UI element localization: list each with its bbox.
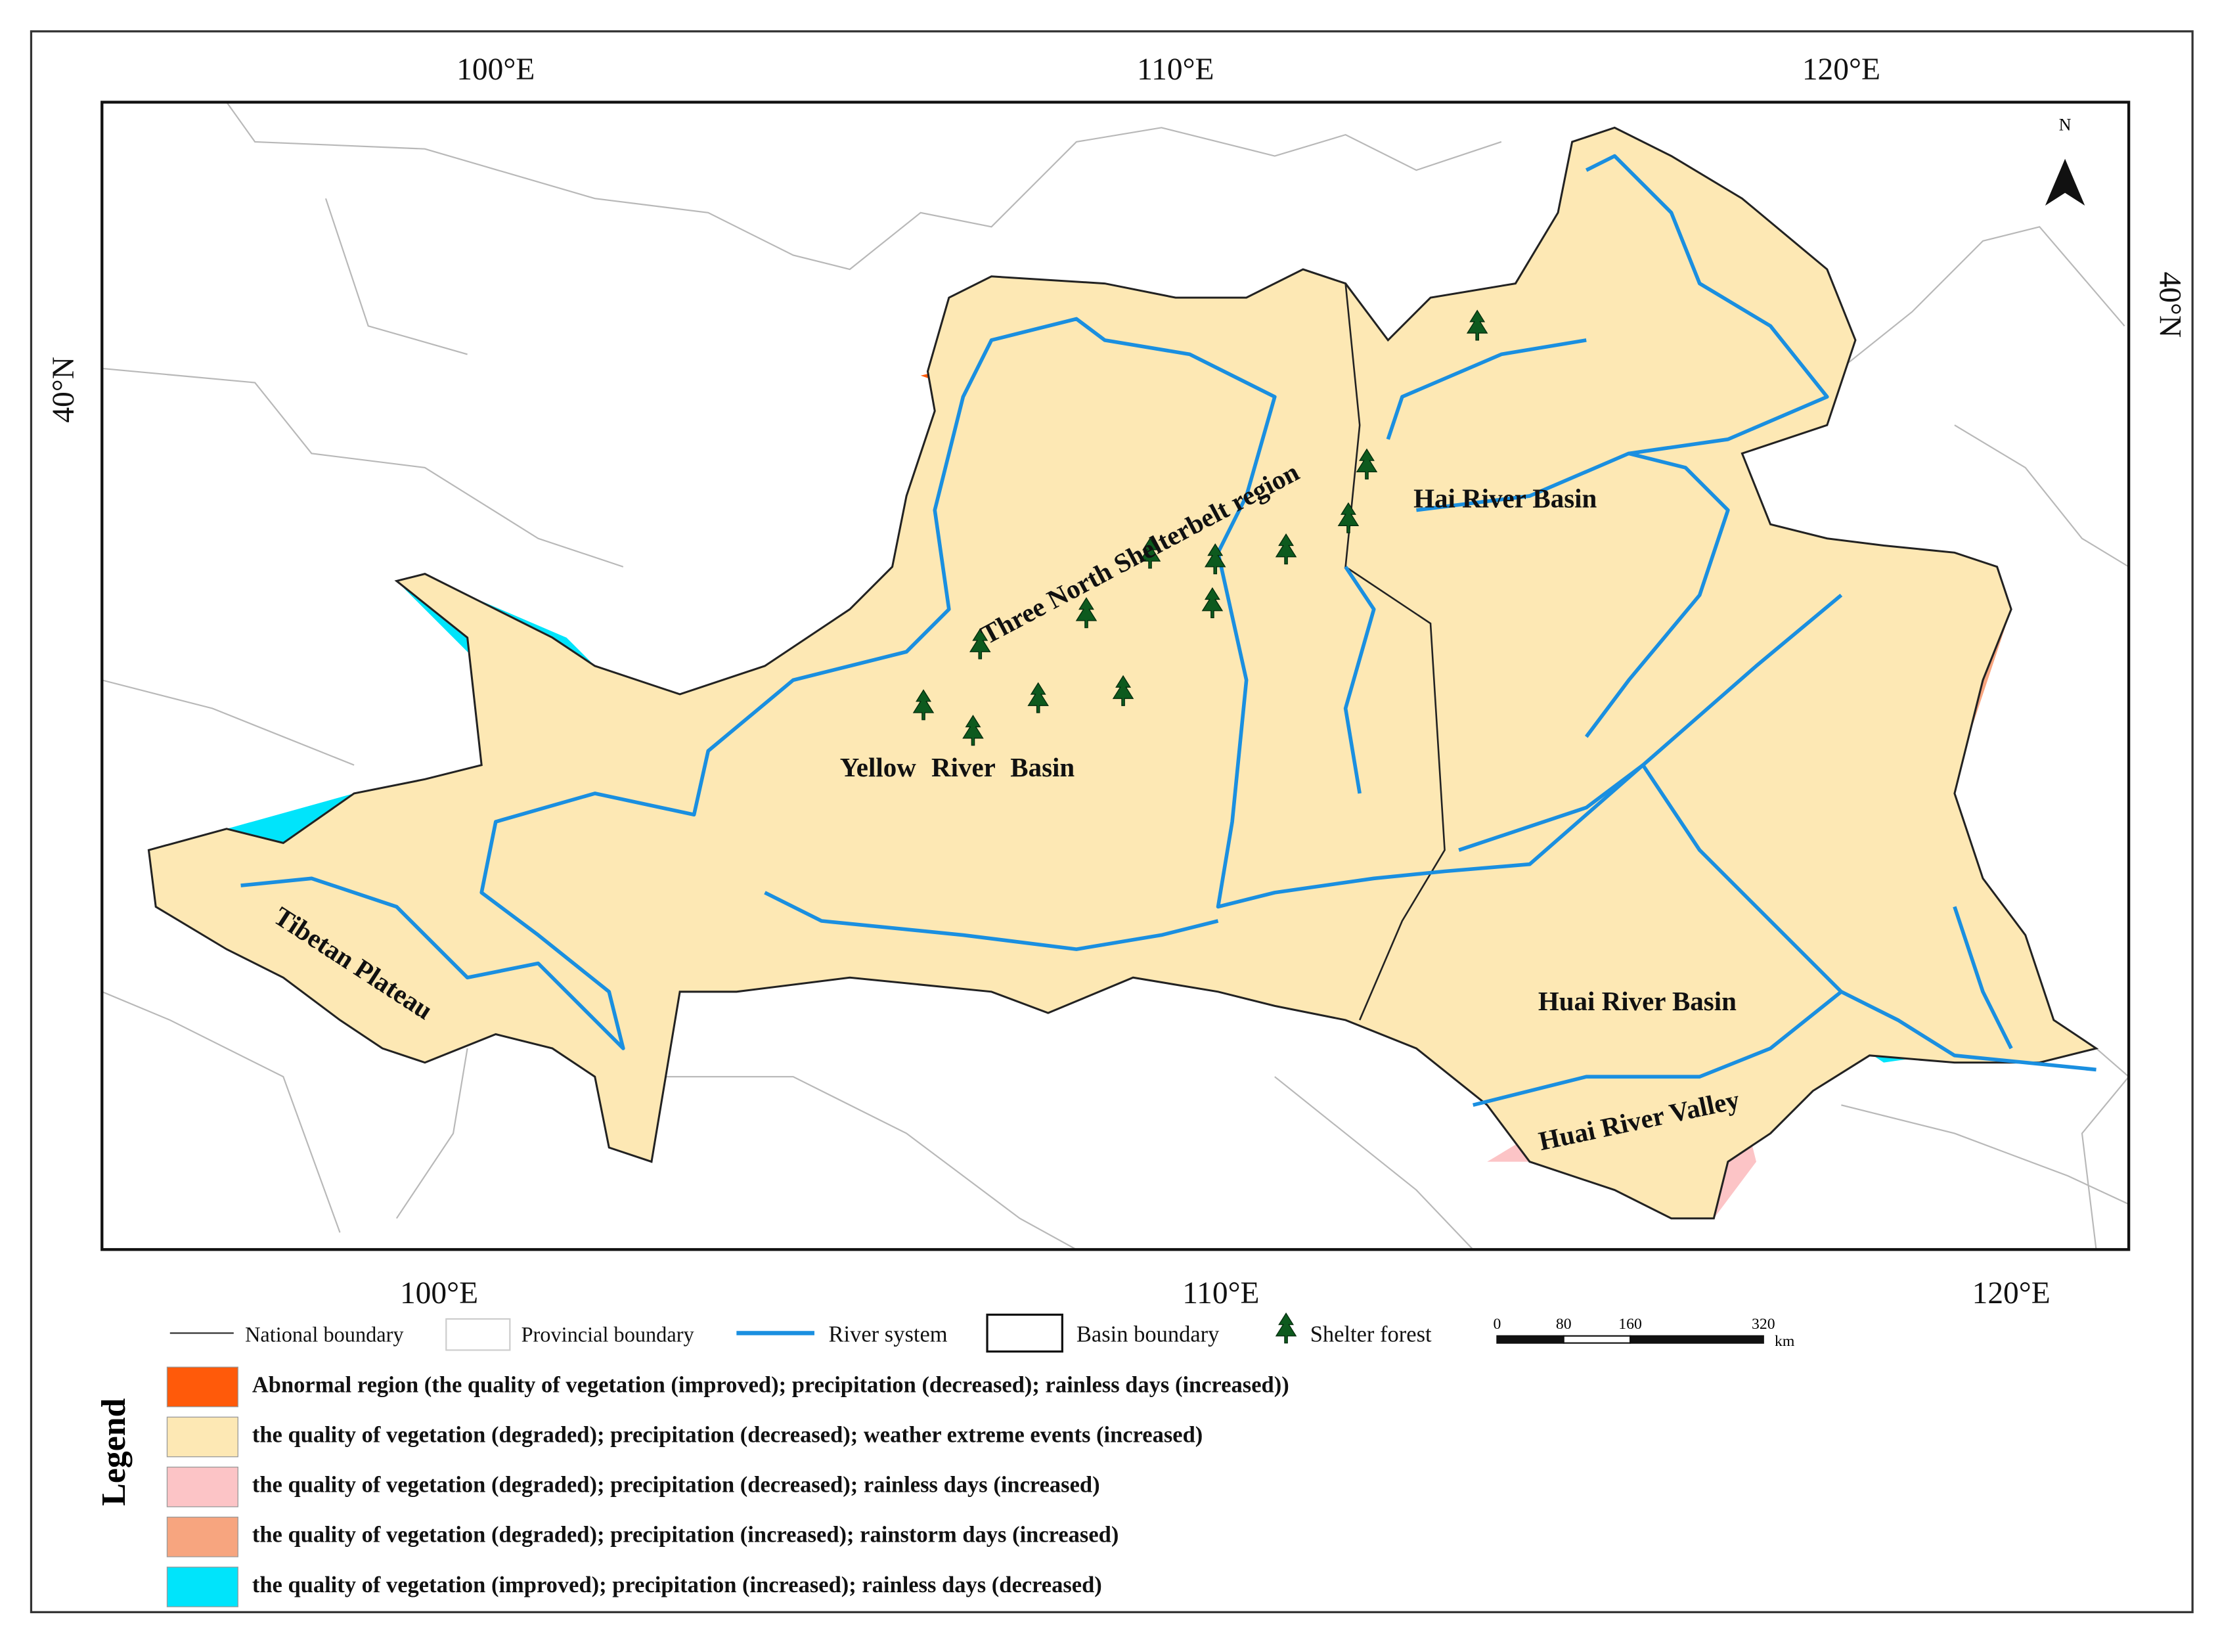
longitude-label: 110°E — [1137, 53, 1214, 87]
shelter-forest — [912, 309, 1488, 746]
legend-swatch — [166, 1416, 238, 1458]
latitude-label: 40°N — [47, 357, 81, 423]
longitude-label: 120°E — [1802, 53, 1880, 87]
legend-swatch — [166, 1567, 238, 1607]
key-label: Shelter forest — [1310, 1322, 1432, 1347]
scale-segment — [1629, 1335, 1764, 1344]
longitude-label: 110°E — [1182, 1276, 1259, 1310]
legend-label: the quality of vegetation (degraded); pr… — [252, 1523, 1119, 1548]
legend-swatch — [166, 1366, 238, 1408]
key-label: National boundary — [245, 1322, 404, 1346]
tree — [1466, 309, 1488, 341]
map-body: N Three North Shelterbelt region Hai Riv… — [101, 101, 2129, 1251]
legend-label: the quality of vegetation (degraded); pr… — [252, 1422, 1203, 1447]
longitude-label: 100°E — [456, 53, 535, 87]
boundary-lines — [101, 101, 2129, 1251]
tree — [912, 689, 935, 721]
tree — [1356, 448, 1378, 480]
tree — [1112, 675, 1134, 706]
key-tree — [1275, 1312, 1297, 1344]
scale-segment — [1563, 1335, 1631, 1344]
scale-label: 320 — [1752, 1316, 1775, 1333]
longitude-label: 100°E — [400, 1276, 478, 1310]
key-label: Basin boundary — [1076, 1322, 1220, 1347]
region-label: Huai River Basin — [1538, 986, 1737, 1016]
key-label: Provincial boundary — [521, 1322, 695, 1346]
legend-swatch — [166, 1466, 238, 1507]
tree — [1275, 1312, 1297, 1344]
key-label: River system — [829, 1322, 948, 1347]
north-label: N — [2059, 116, 2072, 135]
tree — [962, 715, 984, 746]
scale-label: 80 — [1556, 1316, 1572, 1333]
longitude-label: 120°E — [1972, 1276, 2051, 1310]
tree — [1027, 682, 1049, 713]
yellow-river — [240, 317, 1843, 1050]
tree — [969, 628, 991, 659]
scale-segment — [1496, 1335, 1564, 1344]
region-label: Hai River Basin — [1413, 483, 1597, 513]
latitude-label: 40°N — [2153, 272, 2187, 338]
legend-swatch — [166, 1516, 238, 1557]
tree — [1139, 537, 1161, 569]
tree — [1204, 543, 1226, 575]
basin-divider — [1344, 283, 1446, 1021]
scale-label: 0 — [1493, 1316, 1501, 1333]
scale-label: 160 — [1618, 1316, 1642, 1333]
tree — [1275, 533, 1297, 565]
map-frame — [100, 100, 2131, 1251]
legend-label: the quality of vegetation (improved); pr… — [252, 1573, 1102, 1597]
region-label: Yellow River Basin — [840, 752, 1075, 782]
key-provincial — [445, 1318, 511, 1351]
north-arrow — [2045, 158, 2085, 206]
river-system — [764, 154, 2096, 1107]
legend-title: Legend — [95, 1398, 133, 1506]
tree — [1337, 502, 1360, 533]
scale-unit: km — [1775, 1333, 1795, 1350]
legend: Abnormal region (the quality of vegetati… — [166, 1366, 1289, 1607]
legend-label: Abnormal region (the quality of vegetati… — [252, 1372, 1289, 1397]
legend-label: the quality of vegetation (degraded); pr… — [252, 1473, 1100, 1498]
key-basin — [986, 1313, 1063, 1353]
tree — [1201, 587, 1224, 619]
tree — [1075, 597, 1098, 629]
